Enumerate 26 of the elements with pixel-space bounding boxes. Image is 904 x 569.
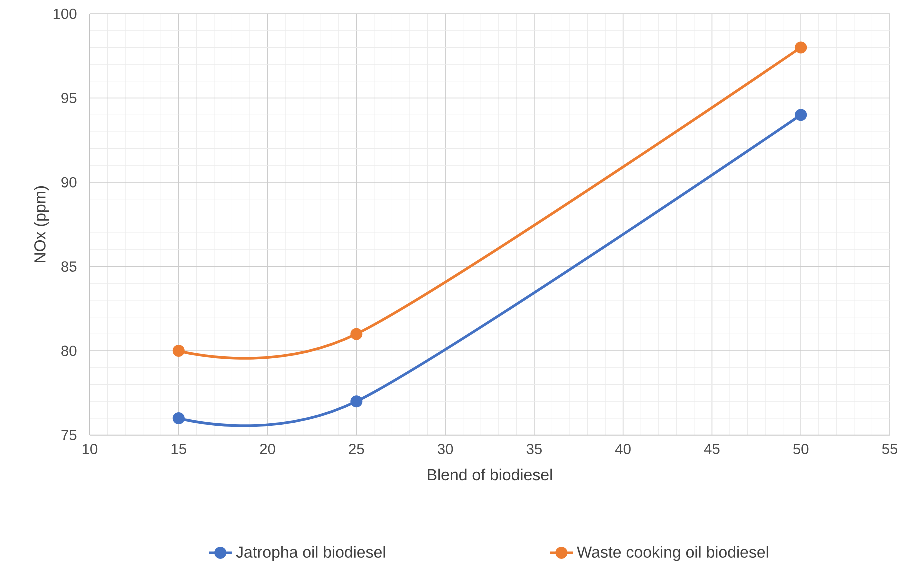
y-axis-title: NOx (ppm) <box>34 186 50 262</box>
y-tick-label: 100 <box>54 8 77 20</box>
point <box>350 328 363 340</box>
x-tick-label: 45 <box>704 444 720 454</box>
legend-label: Jatropha oil biodiesel <box>236 546 386 562</box>
x-tick-label: 55 <box>882 444 898 454</box>
x-axis-title: Blend of biodiesel <box>428 468 552 480</box>
x-tick-label: 25 <box>349 444 364 454</box>
x-tick-label: 35 <box>526 444 542 454</box>
point <box>795 108 808 121</box>
point <box>172 412 185 424</box>
point <box>350 395 363 408</box>
y-tick-label: 75 <box>62 430 77 440</box>
x-tick-label: 20 <box>260 444 276 454</box>
legend-label: Waste cooking oil biodiesel <box>577 546 768 562</box>
y-tick-label: 80 <box>62 346 77 356</box>
x-tick-label: 40 <box>616 444 631 454</box>
y-tick-label: 90 <box>62 177 77 188</box>
y-tick-label: 85 <box>62 261 77 272</box>
x-tick-label: 50 <box>794 444 809 454</box>
point <box>795 42 808 54</box>
x-tick-label: 15 <box>172 444 186 454</box>
x-tick-label: 30 <box>438 444 454 454</box>
y-tick-label: 95 <box>62 92 77 104</box>
x-tick-label: 10 <box>82 444 98 454</box>
point <box>172 344 185 357</box>
